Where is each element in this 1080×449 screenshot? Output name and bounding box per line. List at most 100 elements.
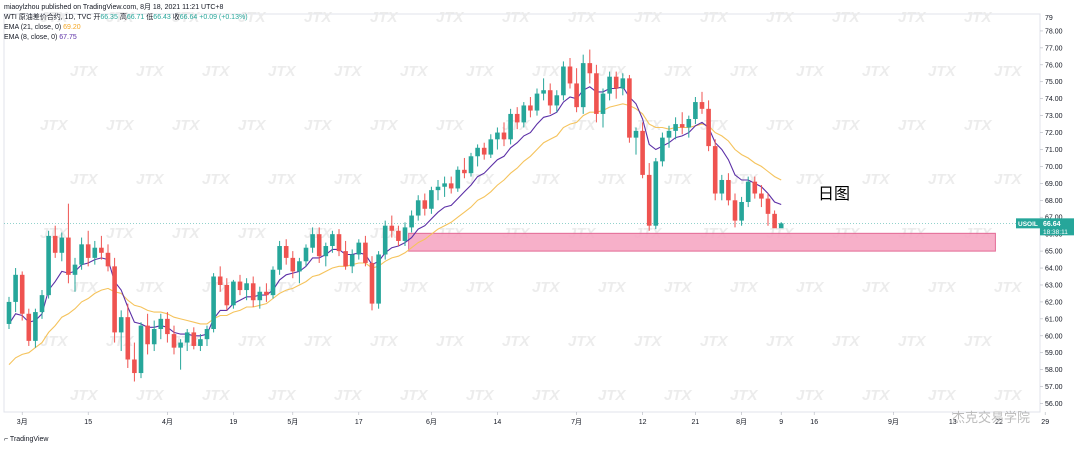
candle-body[interactable] <box>554 95 560 106</box>
candle-body[interactable] <box>521 105 527 123</box>
candle-body[interactable] <box>633 130 639 138</box>
candle-body[interactable] <box>673 124 678 131</box>
candle-body[interactable] <box>607 76 612 94</box>
candle-body[interactable] <box>455 169 461 189</box>
candle-body[interactable] <box>356 242 362 255</box>
candle-body[interactable] <box>541 90 546 94</box>
candle-body[interactable] <box>323 246 329 257</box>
candle-body[interactable] <box>132 359 137 374</box>
candle-body[interactable] <box>613 76 619 89</box>
candle-body[interactable] <box>488 139 494 155</box>
candle-body[interactable] <box>349 254 355 267</box>
candle-body[interactable] <box>778 223 784 229</box>
ema8-legend[interactable]: EMA (8, close, 0) 67.75 <box>4 33 77 42</box>
candle-body[interactable] <box>547 90 553 106</box>
candle-body[interactable] <box>726 179 731 201</box>
candle-body[interactable] <box>217 276 223 285</box>
candle-body[interactable] <box>574 83 579 108</box>
candle-body[interactable] <box>297 261 302 272</box>
candle-body[interactable] <box>442 183 447 187</box>
candle-body[interactable] <box>178 342 183 348</box>
candle-body[interactable] <box>72 264 78 275</box>
candle-body[interactable] <box>580 63 586 108</box>
candle-body[interactable] <box>112 266 117 333</box>
candle-body[interactable] <box>303 247 309 262</box>
candle-body[interactable] <box>151 329 157 345</box>
candle-body[interactable] <box>712 146 718 194</box>
candle-body[interactable] <box>686 119 692 128</box>
ema8-line[interactable] <box>8 86 782 337</box>
support-zone[interactable] <box>408 232 996 252</box>
candle-body[interactable] <box>429 190 434 209</box>
candle-body[interactable] <box>39 295 45 313</box>
candle-body[interactable] <box>514 113 520 123</box>
candle-body[interactable] <box>620 78 626 89</box>
candle-body[interactable] <box>6 301 12 324</box>
candle-body[interactable] <box>745 181 751 202</box>
candle-body[interactable] <box>765 198 771 214</box>
candle-body[interactable] <box>600 93 606 114</box>
candle-body[interactable] <box>759 193 764 199</box>
candle-body[interactable] <box>435 186 441 191</box>
candle-body[interactable] <box>363 242 368 263</box>
candle-body[interactable] <box>277 246 282 270</box>
candle-body[interactable] <box>191 332 197 346</box>
candle-body[interactable] <box>46 235 51 296</box>
candle-body[interactable] <box>528 105 533 111</box>
ema21-line[interactable] <box>8 103 782 365</box>
candle-body[interactable] <box>85 244 91 258</box>
candle-body[interactable] <box>310 234 315 248</box>
candle-body[interactable] <box>448 183 454 189</box>
candle-body[interactable] <box>653 161 659 226</box>
candle-body[interactable] <box>270 269 276 296</box>
candle-body[interactable] <box>118 317 124 333</box>
candle-body[interactable] <box>719 179 725 194</box>
candle-body[interactable] <box>250 283 256 301</box>
candle-body[interactable] <box>402 227 408 241</box>
candle-body[interactable] <box>231 281 236 306</box>
candle-body[interactable] <box>567 66 573 84</box>
candle-body[interactable] <box>224 284 230 306</box>
candle-body[interactable] <box>376 254 381 304</box>
candle-body[interactable] <box>732 200 738 221</box>
candle-body[interactable] <box>646 174 652 226</box>
candle-body[interactable] <box>409 215 414 228</box>
candle-body[interactable] <box>594 73 599 114</box>
candle-body[interactable] <box>627 78 632 138</box>
candle-body[interactable] <box>343 251 348 267</box>
candle-body[interactable] <box>330 234 335 247</box>
candle-body[interactable] <box>382 225 388 255</box>
candle-body[interactable] <box>422 200 428 209</box>
candle-body[interactable] <box>462 169 467 174</box>
candle-body[interactable] <box>204 329 210 340</box>
ema21-legend[interactable]: EMA (21, close, 0) 69.20 <box>4 23 81 32</box>
candle-body[interactable] <box>501 132 507 140</box>
candle-body[interactable] <box>125 317 131 360</box>
candle-body[interactable] <box>257 291 263 301</box>
candle-body[interactable] <box>316 234 322 257</box>
candle-body[interactable] <box>184 332 190 343</box>
candle-body[interactable] <box>534 93 540 111</box>
candle-body[interactable] <box>66 237 71 275</box>
candle-body[interactable] <box>739 201 744 221</box>
candle-body[interactable] <box>752 181 758 194</box>
candle-body[interactable] <box>171 334 177 348</box>
candle-body[interactable] <box>475 147 480 157</box>
candle-body[interactable] <box>693 102 698 120</box>
candle-body[interactable] <box>706 108 711 147</box>
candle-body[interactable] <box>495 132 500 140</box>
candle-body[interactable] <box>389 225 395 231</box>
candle-body[interactable] <box>52 235 58 253</box>
candle-body[interactable] <box>33 312 38 341</box>
candle-body[interactable] <box>587 63 593 74</box>
candle-body[interactable] <box>699 102 705 109</box>
candle-body[interactable] <box>244 283 249 291</box>
candle-body[interactable] <box>26 313 32 341</box>
candle-body[interactable] <box>59 237 65 253</box>
candle-body[interactable] <box>198 339 203 346</box>
candle-body[interactable] <box>772 213 777 229</box>
candle-body[interactable] <box>369 262 375 304</box>
candle-body[interactable] <box>396 230 401 241</box>
candle-body[interactable] <box>415 200 421 216</box>
